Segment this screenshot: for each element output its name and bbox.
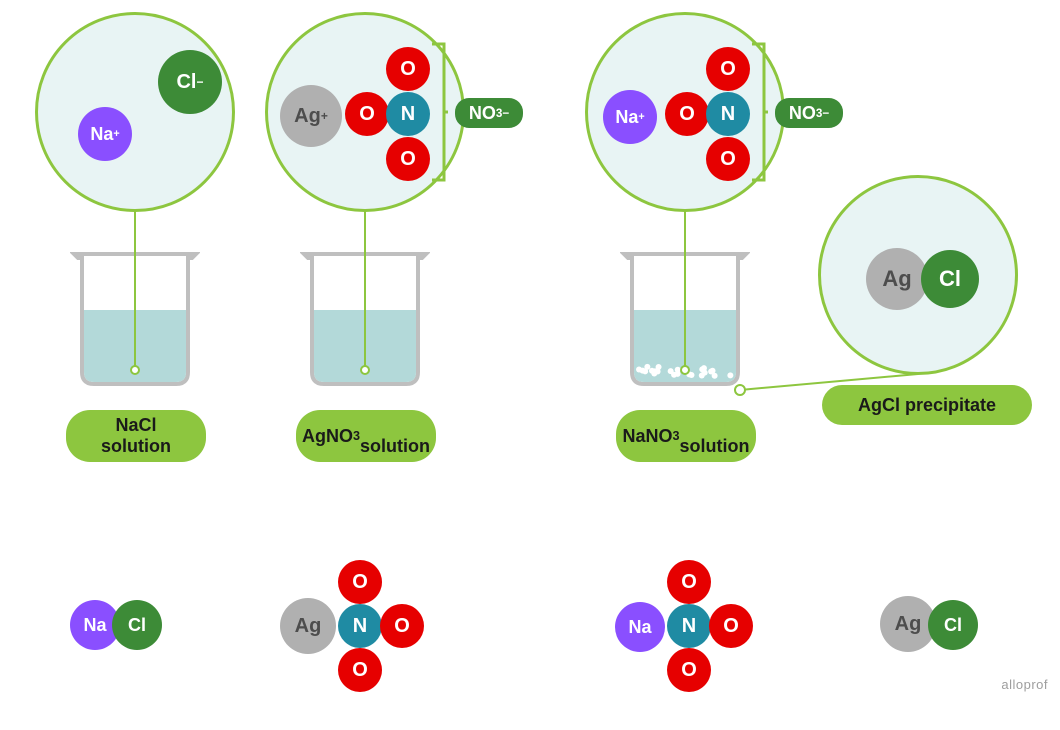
no3-label: NO3− <box>775 98 843 128</box>
bottom-3-atom: Cl <box>928 600 978 650</box>
nacl-atom: Cl− <box>158 50 222 114</box>
bottom-1-atom: Ag <box>280 598 336 654</box>
agno3-atom: Ag+ <box>280 85 342 147</box>
bottom-0-atom: Cl <box>112 600 162 650</box>
no3-label: NO3− <box>455 98 523 128</box>
watermark: alloprof <box>1001 677 1048 692</box>
bottom-2-atom: Na <box>615 602 665 652</box>
nano3-atom: O <box>706 137 750 181</box>
bottom-1-atom: N <box>338 604 382 648</box>
zoom-circle-agcl: AgCl <box>818 175 1018 375</box>
connector-ring <box>680 365 690 375</box>
nano3-atom: Na+ <box>603 90 657 144</box>
bottom-molecule-0: NaCl <box>70 590 270 730</box>
connector-line <box>364 211 366 370</box>
agno3-atom: O <box>386 47 430 91</box>
nano3-atom: O <box>665 92 709 136</box>
nano3-atom: N <box>706 92 750 136</box>
bottom-2-atom: O <box>709 604 753 648</box>
bottom-molecule-3: AgCl <box>880 590 1060 730</box>
zoom-circle-nacl: Na+ Cl− <box>35 12 235 212</box>
label-nano3: NaNO3solution <box>616 410 756 462</box>
bracket <box>750 42 768 182</box>
bottom-molecule-2: NaNOOO <box>615 560 815 700</box>
nacl-atom: Na+ <box>78 107 132 161</box>
agno3-atom: O <box>386 137 430 181</box>
label-nacl: NaClsolution <box>66 410 206 462</box>
bottom-1-atom: O <box>338 560 382 604</box>
bottom-2-atom: O <box>667 648 711 692</box>
connector-ring <box>130 365 140 375</box>
nano3-atom: O <box>706 47 750 91</box>
bottom-1-atom: O <box>380 604 424 648</box>
bottom-1-atom: O <box>338 648 382 692</box>
bottom-2-atom: N <box>667 604 711 648</box>
bottom-molecule-1: AgNOOO <box>280 560 480 700</box>
bracket <box>430 42 448 182</box>
diagram-stage: Na+Cl−NaClsolution Ag+ONOO NO3−AgNO3solu… <box>0 0 1060 698</box>
connector-ring <box>360 365 370 375</box>
bottom-2-atom: O <box>667 560 711 604</box>
connector-line <box>684 211 686 370</box>
agcl-atom: Ag <box>866 248 928 310</box>
connector-line <box>134 211 136 370</box>
agno3-atom: N <box>386 92 430 136</box>
agno3-atom: O <box>345 92 389 136</box>
label-agno3: AgNO3solution <box>296 410 436 462</box>
agcl-atom: Cl <box>921 250 979 308</box>
label-agcl: AgCl precipitate <box>822 385 1032 425</box>
